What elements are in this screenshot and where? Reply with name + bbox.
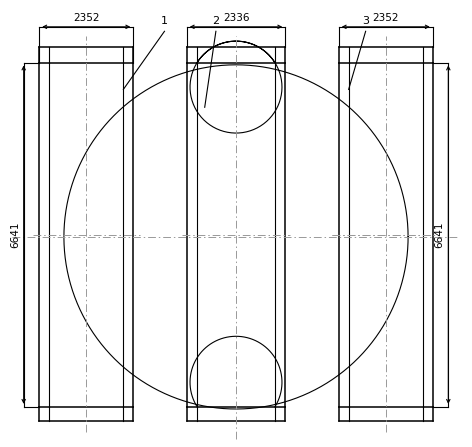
Text: 2352: 2352 [73, 13, 100, 23]
Text: 2336: 2336 [223, 13, 249, 23]
Text: 2: 2 [212, 16, 219, 26]
Text: 6641: 6641 [10, 221, 20, 248]
Text: 1: 1 [161, 16, 168, 26]
Text: 2352: 2352 [372, 13, 399, 23]
Text: 3: 3 [362, 16, 369, 26]
Text: 6641: 6641 [435, 221, 445, 248]
